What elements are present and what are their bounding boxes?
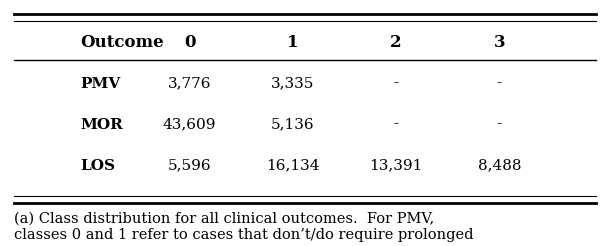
Text: 5,136: 5,136 bbox=[271, 118, 315, 132]
Text: 16,134: 16,134 bbox=[266, 159, 320, 173]
Text: -: - bbox=[497, 77, 502, 91]
Text: 8,488: 8,488 bbox=[478, 159, 521, 173]
Text: -: - bbox=[393, 77, 399, 91]
Text: 43,609: 43,609 bbox=[163, 118, 217, 132]
Text: LOS: LOS bbox=[81, 159, 115, 173]
Text: 2: 2 bbox=[390, 34, 402, 51]
Text: 3: 3 bbox=[493, 34, 505, 51]
Text: 0: 0 bbox=[184, 34, 195, 51]
Text: Outcome: Outcome bbox=[81, 34, 164, 51]
Text: PMV: PMV bbox=[81, 77, 121, 91]
Text: 1: 1 bbox=[287, 34, 299, 51]
Text: 3,776: 3,776 bbox=[168, 77, 212, 91]
Text: 3,335: 3,335 bbox=[271, 77, 315, 91]
Text: -: - bbox=[497, 118, 502, 132]
Text: MOR: MOR bbox=[81, 118, 123, 132]
Text: (a) Class distribution for all clinical outcomes.  For PMV,
classes 0 and 1 refe: (a) Class distribution for all clinical … bbox=[13, 211, 473, 242]
Text: 5,596: 5,596 bbox=[168, 159, 212, 173]
Text: 13,391: 13,391 bbox=[370, 159, 423, 173]
Text: -: - bbox=[393, 118, 399, 132]
